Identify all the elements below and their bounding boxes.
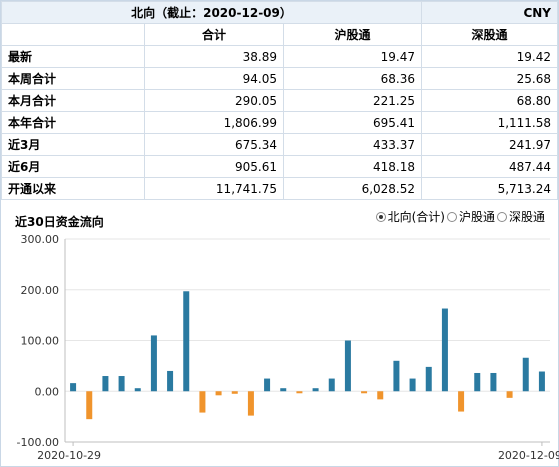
cell-total: 1,806.99	[144, 111, 284, 134]
bar	[118, 376, 125, 392]
y-tick-label: -100.00	[17, 436, 59, 449]
cell-shenzhen: 1,111.58	[421, 111, 558, 134]
bar	[150, 335, 157, 392]
bar	[490, 372, 497, 392]
bar	[312, 388, 319, 392]
radio-unchecked-icon[interactable]	[496, 211, 507, 222]
y-tick-label: 100.00	[21, 335, 60, 348]
bar	[183, 291, 190, 392]
bar	[328, 378, 335, 392]
row-label: 本月合计	[1, 89, 145, 112]
bar	[344, 340, 351, 392]
bar	[296, 391, 303, 394]
series-option-shenzhen[interactable]: 深股通	[496, 208, 545, 225]
fund-flow-bar-chart: -100.00 0.00 100.00 200.00 300.00 2020-10-29 2…	[17, 233, 559, 462]
cell-total: 11,741.75	[144, 177, 284, 200]
bar	[377, 391, 384, 400]
cell-shanghai: 695.41	[283, 111, 422, 134]
cell-shenzhen: 241.97	[421, 133, 558, 156]
cell-shenzhen: 19.42	[421, 45, 558, 68]
table-row: 开通以来 11,741.75 6,028.52 5,713.24	[1, 177, 558, 200]
radio-checked-icon[interactable]	[375, 211, 386, 222]
row-label: 近6月	[1, 155, 145, 178]
series-selector: 北向(合计) 沪股通 深股通	[374, 208, 545, 225]
row-label: 近3月	[1, 133, 145, 156]
series-option-shanghai[interactable]: 沪股通	[446, 208, 495, 225]
cell-total: 905.61	[144, 155, 284, 178]
bar	[522, 357, 529, 392]
table-title-row: 北向（截止：2020-12-09） CNY	[1, 1, 558, 24]
bar	[167, 370, 174, 392]
cell-shenzhen: 487.44	[421, 155, 558, 178]
chart-title: 近30日资金流向	[15, 215, 104, 229]
x-tick-label: 2020-12-09	[498, 449, 559, 462]
bar	[409, 378, 416, 392]
series-option-label: 深股通	[508, 210, 545, 224]
row-label: 最新	[1, 45, 145, 68]
northbound-flow-table: 北向（截止：2020-12-09） CNY 合计 沪股通 深股通 最新 38.8…	[1, 1, 558, 200]
x-tick-label: 2020-10-29	[37, 449, 101, 462]
cell-shanghai: 68.36	[283, 67, 422, 90]
cell-shanghai: 221.25	[283, 89, 422, 112]
bar	[247, 391, 254, 416]
bar	[215, 391, 222, 396]
column-header-shenzhen: 深股通	[421, 23, 558, 46]
currency-label: CNY	[421, 1, 558, 24]
bar	[361, 391, 368, 394]
bar	[86, 391, 93, 420]
cell-shenzhen: 5,713.24	[421, 177, 558, 200]
table-row: 最新 38.89 19.47 19.42	[1, 45, 558, 68]
cell-shenzhen: 68.80	[421, 89, 558, 112]
table-row: 本月合计 290.05 221.25 68.80	[1, 89, 558, 112]
row-label: 本年合计	[1, 111, 145, 134]
cell-total: 290.05	[144, 89, 284, 112]
cell-total: 94.05	[144, 67, 284, 90]
bar	[199, 391, 206, 413]
table-header-row: 合计 沪股通 深股通	[1, 23, 558, 46]
bar	[70, 383, 77, 392]
bar	[441, 308, 448, 392]
cell-shanghai: 19.47	[283, 45, 422, 68]
y-tick-label: 300.00	[21, 233, 60, 246]
column-header-shanghai: 沪股通	[283, 23, 422, 46]
series-option-label: 沪股通	[458, 210, 495, 224]
bar	[538, 371, 545, 392]
bar	[231, 391, 238, 394]
table-row: 本周合计 94.05 68.36 25.68	[1, 67, 558, 90]
bar	[393, 360, 400, 392]
row-label: 本周合计	[1, 67, 145, 90]
series-option-northbound-total[interactable]: 北向(合计)	[375, 208, 445, 225]
row-label: 开通以来	[1, 177, 145, 200]
column-header-blank	[1, 23, 145, 46]
bar	[102, 376, 109, 392]
bar	[506, 391, 513, 398]
bar	[134, 388, 141, 392]
series-option-label: 北向(合计)	[387, 210, 445, 224]
table-row: 近3月 675.34 433.37 241.97	[1, 133, 558, 156]
bar	[280, 388, 287, 392]
bar	[264, 378, 271, 392]
cell-shanghai: 6,028.52	[283, 177, 422, 200]
table-row: 近6月 905.61 418.18 487.44	[1, 155, 558, 178]
bar	[458, 391, 465, 412]
cell-shenzhen: 25.68	[421, 67, 558, 90]
cell-shanghai: 418.18	[283, 155, 422, 178]
bar	[425, 366, 432, 392]
cell-shanghai: 433.37	[283, 133, 422, 156]
radio-unchecked-icon[interactable]	[446, 211, 457, 222]
column-header-total: 合计	[144, 23, 284, 46]
table-title: 北向（截止：2020-12-09）	[1, 1, 422, 24]
bar	[474, 372, 481, 392]
y-tick-label: 0.00	[35, 385, 60, 398]
cell-total: 675.34	[144, 133, 284, 156]
y-tick-label: 200.00	[21, 284, 60, 297]
cell-total: 38.89	[144, 45, 284, 68]
table-row: 本年合计 1,806.99 695.41 1,111.58	[1, 111, 558, 134]
